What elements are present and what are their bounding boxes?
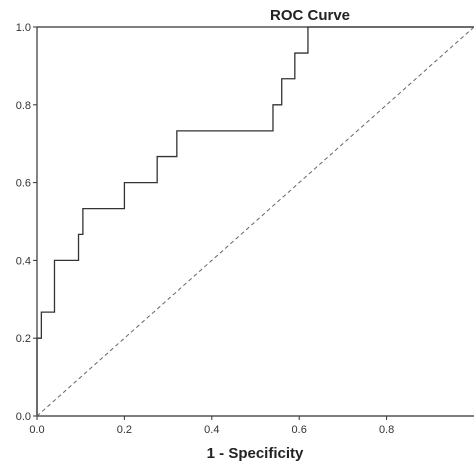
x-axis-label: 1 - Specificity	[207, 445, 304, 462]
x-tick-label: 0.4	[204, 424, 219, 436]
x-tick-label: 0.6	[292, 424, 307, 436]
y-tick-label: 0.8	[16, 100, 31, 112]
plot-area: 0.0 0.2 0.4 0.6 0.8 1.0 0.0 0.2 0.4 0.6 0.8	[16, 22, 474, 436]
roc-curve-line	[36, 26, 474, 416]
y-tick-label: 0.6	[16, 178, 31, 190]
y-tick-label: 1.0	[16, 22, 31, 34]
chart-title: ROC Curve	[270, 7, 350, 24]
reference-diagonal-line	[36, 26, 474, 417]
y-tick-label: 0.0	[16, 411, 31, 423]
x-tick-label: 0.2	[117, 424, 132, 436]
x-tick-label: 0.8	[379, 424, 394, 436]
y-tick-label: 0.2	[16, 333, 31, 345]
x-tick-label: 0.0	[29, 424, 44, 436]
y-tick-label: 0.4	[16, 255, 31, 267]
